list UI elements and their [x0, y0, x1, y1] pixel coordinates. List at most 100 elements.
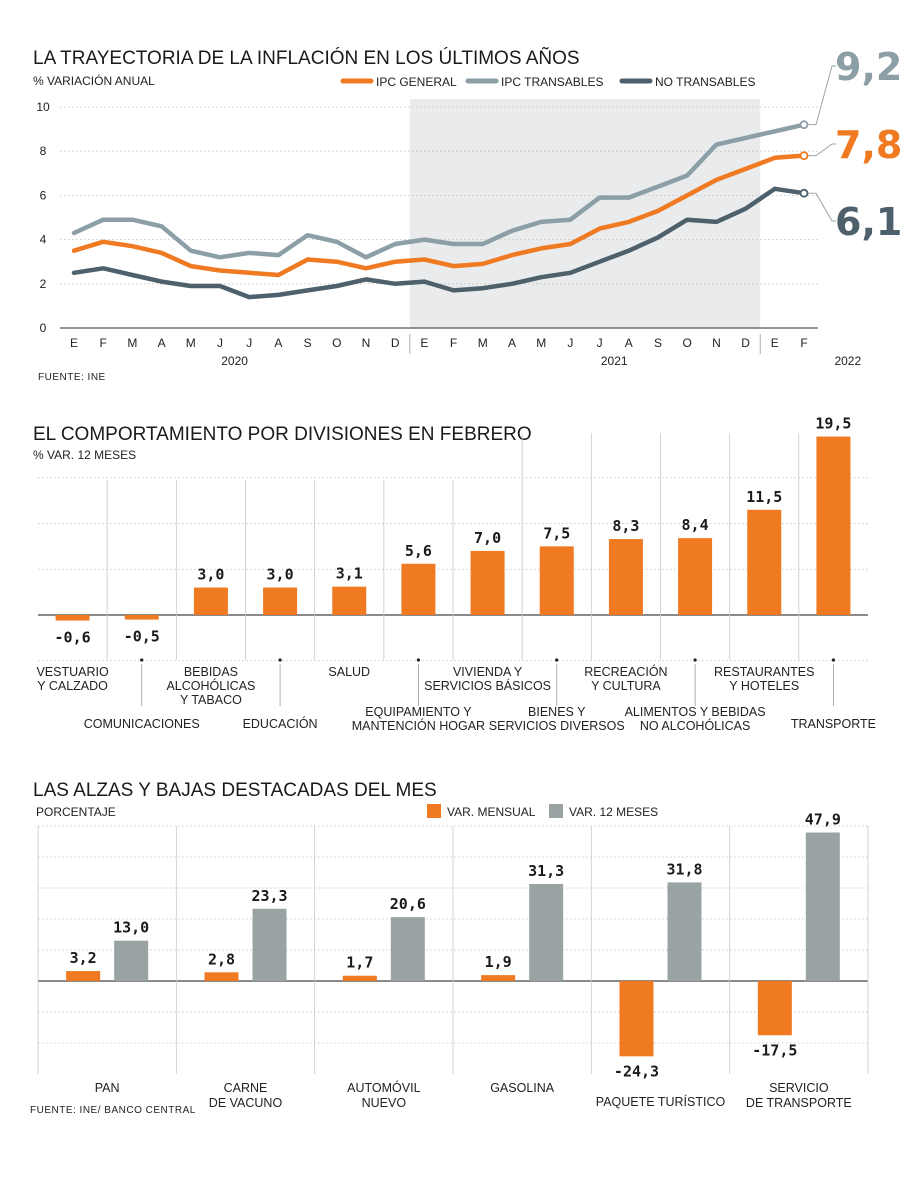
- end-value-label-no_transables: 6,1: [835, 200, 900, 244]
- x-tick-label: J: [246, 336, 252, 350]
- category-label: RESTAURANTES: [714, 665, 814, 679]
- x-tick-label: M: [186, 336, 196, 350]
- group-label: SERVICIO: [769, 1081, 829, 1095]
- x-tick-label: D: [391, 336, 400, 350]
- bar-mensual: [342, 975, 377, 981]
- bar-value-label: 19,5: [815, 415, 851, 433]
- category-label: SERVICIOS DIVERSOS: [489, 719, 625, 733]
- group-label: AUTOMÓVIL: [347, 1080, 420, 1095]
- line-chart-title: LA TRAYECTORIA DE LA INFLACIÓN EN LOS ÚL…: [33, 47, 580, 69]
- x-tick-label: E: [420, 336, 428, 350]
- line-chart-legend: IPC GENERAL IPC TRANSABLES NO TRANSABLES: [340, 75, 755, 89]
- bar-anual: [529, 883, 564, 981]
- series-line-general: [71, 153, 807, 278]
- category-label: ALIMENTOS Y BEBIDAS: [625, 705, 766, 719]
- year-label: 2022: [834, 354, 861, 368]
- category-label: TRANSPORTE: [791, 717, 876, 731]
- category-label: VIVIENDA Y: [453, 665, 523, 679]
- x-tick-label: M: [478, 336, 488, 350]
- legend-swatch: [427, 804, 441, 818]
- category-label: MANTENCIÓN HOGAR: [352, 718, 485, 733]
- bar-mensual-value-label: 2,8: [208, 950, 235, 968]
- x-tick-label: E: [70, 336, 78, 350]
- x-tick-label: F: [800, 336, 807, 350]
- category-label: Y TABACO: [180, 693, 242, 707]
- category-label: Y HOTELES: [729, 679, 799, 693]
- bar: [193, 587, 228, 615]
- category-label: SERVICIOS BÁSICOS: [424, 678, 551, 693]
- bar-mensual: [204, 972, 239, 981]
- series-line-no_transables: [71, 186, 807, 300]
- leader-dot: [416, 658, 421, 662]
- category-label: COMUNICACIONES: [84, 717, 200, 731]
- end-point-no_transables: [799, 188, 809, 198]
- group-label: DE VACUNO: [209, 1096, 283, 1110]
- bar-value-label: 5,6: [405, 542, 432, 560]
- x-tick-label: J: [217, 336, 223, 350]
- bar-anual-value-label: 31,3: [528, 862, 564, 880]
- year-2021-shade: [409, 99, 761, 328]
- bar: [608, 539, 643, 615]
- x-tick-label: A: [508, 336, 516, 350]
- x-tick-label: F: [450, 336, 457, 350]
- bar-anual-value-label: 13,0: [113, 919, 149, 937]
- category-label: EDUCACIÓN: [243, 716, 318, 731]
- category-label: ALCOHÓLICAS: [166, 678, 255, 693]
- bar-mensual-value-label: -17,5: [752, 1041, 797, 1059]
- bar: [55, 615, 90, 621]
- bar-value-label: 3,1: [336, 565, 363, 583]
- x-tick-label: O: [683, 336, 692, 350]
- bar: [470, 550, 505, 615]
- x-tick-label: O: [332, 336, 341, 350]
- x-tick-label: N: [362, 336, 371, 350]
- bar-value-label: 7,0: [474, 529, 501, 547]
- x-tick-label: S: [304, 336, 312, 350]
- bar-value-label: 11,5: [746, 488, 782, 506]
- x-tick-label: A: [274, 336, 282, 350]
- category-label: EQUIPAMIENTO Y: [365, 705, 472, 719]
- bar-mensual: [757, 981, 792, 1036]
- leader-line: [808, 143, 836, 157]
- bar-anual: [252, 908, 287, 981]
- x-tick-label: M: [127, 336, 137, 350]
- bar-value-label: 7,5: [543, 524, 570, 542]
- bar-mensual-value-label: 1,7: [346, 954, 373, 972]
- category-label: Y CALZADO: [37, 679, 108, 693]
- bar: [678, 538, 713, 615]
- leader-dot: [278, 658, 282, 662]
- x-tick-label: F: [100, 336, 107, 350]
- bar-anual-value-label: 20,6: [390, 895, 426, 913]
- bar-anual: [805, 832, 840, 981]
- end-value-label-general: 7,8: [835, 123, 900, 167]
- bar-value-label: 8,4: [682, 516, 709, 534]
- bar-value-label: 3,0: [267, 566, 294, 584]
- group-label: PAQUETE TURÍSTICO: [596, 1094, 726, 1109]
- x-tick-label: J: [597, 336, 603, 350]
- divisions-chart-title: EL COMPORTAMIENTO POR DIVISIONES EN FEBR…: [33, 424, 532, 445]
- leader-dot: [555, 658, 559, 662]
- bar-value-label: 3,0: [197, 566, 224, 584]
- bar: [124, 615, 159, 620]
- leader-dot: [831, 658, 836, 662]
- y-tick-label: 0: [40, 321, 47, 335]
- bar: [263, 587, 298, 615]
- end-value-label-transables: 9,2: [835, 45, 900, 89]
- leader-line: [808, 192, 836, 222]
- category-label: BIENES Y: [528, 705, 586, 719]
- x-tick-label: J: [567, 336, 573, 350]
- bar-mensual: [619, 981, 654, 1057]
- x-tick-label: M: [536, 336, 546, 350]
- category-label: NO ALCOHÓLICAS: [640, 718, 750, 733]
- bar-mensual-value-label: 1,9: [485, 953, 512, 971]
- bar-anual-value-label: 31,8: [666, 860, 702, 878]
- leader-dot: [140, 658, 144, 662]
- bar: [816, 436, 851, 615]
- bar-mensual-value-label: -24,3: [614, 1062, 659, 1080]
- x-tick-label: A: [158, 336, 166, 350]
- year-label: 2021: [601, 354, 628, 368]
- line-chart-source: FUENTE: INE: [38, 372, 106, 383]
- leader-dot: [693, 658, 697, 662]
- group-label: CARNE: [224, 1081, 268, 1095]
- y-tick-label: 4: [40, 233, 47, 247]
